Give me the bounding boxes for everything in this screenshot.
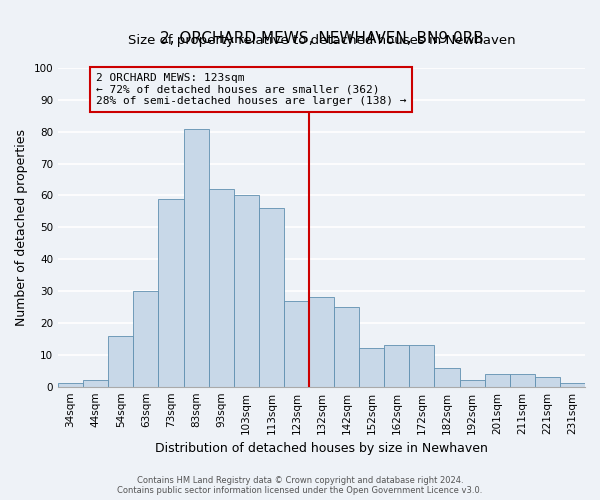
- Bar: [58, 384, 83, 386]
- Bar: [209, 189, 233, 386]
- Text: Size of property relative to detached houses in Newhaven: Size of property relative to detached ho…: [128, 34, 515, 48]
- Bar: [184, 128, 209, 386]
- Title: 2, ORCHARD MEWS, NEWHAVEN, BN9 0RB: 2, ORCHARD MEWS, NEWHAVEN, BN9 0RB: [160, 31, 484, 46]
- Text: 2 ORCHARD MEWS: 123sqm
← 72% of detached houses are smaller (362)
28% of semi-de: 2 ORCHARD MEWS: 123sqm ← 72% of detached…: [95, 73, 406, 106]
- Bar: [434, 368, 460, 386]
- Bar: [409, 346, 434, 387]
- X-axis label: Distribution of detached houses by size in Newhaven: Distribution of detached houses by size …: [155, 442, 488, 455]
- Bar: [334, 307, 359, 386]
- Bar: [560, 384, 585, 386]
- Bar: [510, 374, 535, 386]
- Bar: [233, 196, 259, 386]
- Bar: [284, 300, 309, 386]
- Bar: [158, 198, 184, 386]
- Bar: [83, 380, 108, 386]
- Y-axis label: Number of detached properties: Number of detached properties: [15, 129, 28, 326]
- Text: Contains HM Land Registry data © Crown copyright and database right 2024.
Contai: Contains HM Land Registry data © Crown c…: [118, 476, 482, 495]
- Bar: [460, 380, 485, 386]
- Bar: [384, 346, 409, 387]
- Bar: [485, 374, 510, 386]
- Bar: [309, 298, 334, 386]
- Bar: [259, 208, 284, 386]
- Bar: [359, 348, 384, 387]
- Bar: [133, 291, 158, 386]
- Bar: [108, 336, 133, 386]
- Bar: [535, 377, 560, 386]
